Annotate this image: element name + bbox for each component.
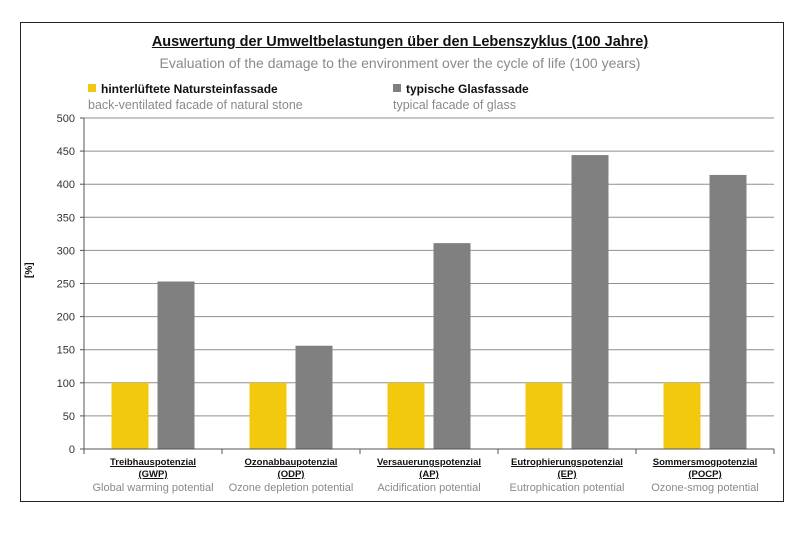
chart-frame	[20, 22, 784, 502]
legend-sublabel-glass: typical facade of glass	[393, 98, 516, 112]
x-category-label: Ozonabbaupotenzial (ODP) Ozone depletion p…	[223, 457, 360, 494]
x-tick-label: (ODP)	[277, 469, 305, 480]
y-tick-label: 200	[57, 312, 75, 324]
y-tick-label: 400	[57, 179, 75, 191]
x-tick-label: Versauerungspotenzial	[376, 457, 481, 468]
legend-swatch-glass	[393, 84, 401, 92]
y-tick-label: 50	[63, 411, 75, 423]
x-tick-sublabel: Ozone-smog potential	[651, 482, 759, 494]
legend-item-glass: typische Glasfassade typical facade of g…	[393, 82, 529, 112]
y-tick-label: 250	[57, 279, 75, 291]
y-tick-label: 100	[57, 378, 75, 390]
bar-natural-stone	[525, 382, 563, 449]
bar-natural-stone	[249, 382, 287, 449]
bar-glass	[157, 281, 195, 449]
legend-item-natural-stone: hinterlüftete Natursteinfassade back-ven…	[88, 82, 303, 112]
x-tick-label: (EP)	[557, 469, 577, 480]
x-category-label: Eutrophierungspotenzial (EP) Eutrophicatio…	[499, 457, 636, 494]
x-tick-label: Sommersmogpotenzial	[652, 457, 758, 468]
bar-natural-stone	[663, 382, 701, 449]
x-tick-sublabel: Eutrophication potential	[509, 482, 625, 494]
x-category-label: Sommersmogpotenzial (POCP) Ozone-smog pote…	[637, 457, 774, 494]
y-tick-label: 350	[57, 212, 75, 224]
x-tick-label: Treibhauspotenzial	[109, 457, 197, 468]
bar-glass	[433, 243, 471, 449]
bar-natural-stone	[111, 382, 149, 449]
y-tick-label: 450	[57, 146, 75, 158]
legend-swatch-natural-stone	[88, 84, 96, 92]
x-category-label: Treibhauspotenzial (GWP) Global warming po…	[85, 457, 222, 494]
bar-glass	[571, 155, 609, 449]
legend-label-natural-stone: hinterlüftete Natursteinfassade	[101, 82, 278, 96]
x-tick-label: (GWP)	[138, 469, 168, 480]
bar-glass	[295, 345, 333, 449]
x-category-label: Versauerungspotenzial (AP) Acidification p…	[361, 457, 498, 494]
chart-subtitle: Evaluation of the damage to the environm…	[159, 55, 641, 71]
bar-natural-stone	[387, 382, 425, 449]
bar-glass	[709, 174, 747, 449]
legend-sublabel-natural-stone: back-ventilated facade of natural stone	[88, 98, 303, 112]
y-tick-label: 300	[57, 245, 75, 257]
x-tick-sublabel: Ozone depletion potential	[228, 482, 354, 494]
y-tick-label: 150	[57, 345, 75, 357]
x-tick-label: Eutrophierungspotenzial	[511, 457, 623, 468]
y-tick-label: 0	[69, 444, 75, 456]
x-tick-sublabel: Acidification potential	[377, 482, 481, 494]
y-tick-label: 500	[57, 113, 75, 125]
x-tick-label: (POCP)	[688, 469, 722, 480]
x-tick-label: Ozonabbaupotenzial	[244, 457, 338, 468]
x-tick-label: (AP)	[419, 469, 439, 480]
chart-title: Auswertung der Umweltbelastungen über de…	[151, 34, 649, 50]
x-tick-sublabel: Global warming potential	[92, 482, 214, 494]
legend-label-glass: typische Glasfassade	[406, 82, 529, 96]
